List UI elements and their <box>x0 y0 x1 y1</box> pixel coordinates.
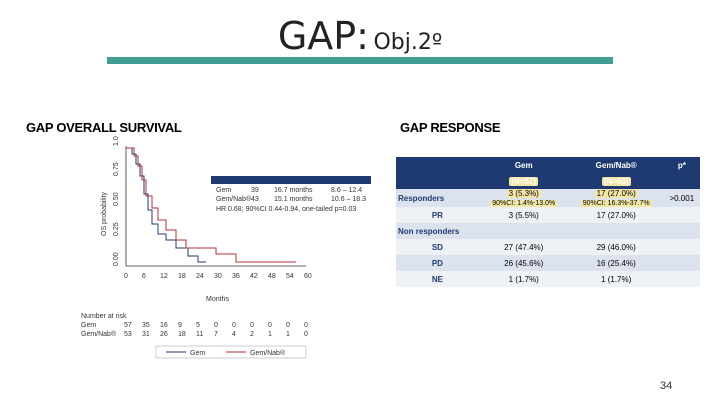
at-risk-value: 1 <box>268 331 272 338</box>
at-risk-value: 16 <box>160 322 168 329</box>
col-header-p: p* <box>663 157 700 173</box>
overall-survival-heading: GAP OVERALL SURVIVAL <box>26 120 182 135</box>
at-risk-value: 11 <box>196 331 203 338</box>
at-risk-value: 0 <box>232 322 236 329</box>
cell-pd-gemnab: 16 (25.4%) <box>568 255 664 271</box>
x-tick-label: 42 <box>250 273 258 280</box>
col-header-gem: Gem <box>478 157 569 173</box>
legend-gem-label: Gem <box>190 350 205 357</box>
at-risk-value: 31 <box>142 331 150 338</box>
number-at-risk-label: Number at risk <box>81 313 127 320</box>
at-risk-value: 0 <box>304 331 308 338</box>
at-risk-value: 0 <box>250 322 254 329</box>
inset-row-gem: Gem <box>216 187 231 194</box>
col-header-empty <box>396 157 479 173</box>
x-tick-label: 48 <box>268 273 276 280</box>
slide-title-sub: Obj.2º <box>373 30 443 55</box>
overall-survival-chart: OS probability 0.000.250.500.751.00 0 6 12… <box>81 136 371 359</box>
at-risk-value: 18 <box>178 331 186 338</box>
at-risk-value: 0 <box>286 322 290 329</box>
slide-title-main: GAP: <box>277 14 369 58</box>
cell-nonresp-p <box>663 223 700 239</box>
row-label-ne: NE <box>396 271 479 287</box>
y-tick-label: 1.00 <box>113 136 120 146</box>
inset-row-gemnab-median: 15.1 months <box>274 196 313 203</box>
page-number: 34 <box>660 380 673 392</box>
cell-pd-gem: 26 (45.6%) <box>478 255 569 271</box>
cell-responders-gem: 3 (5.3%) 90%CI: 1.4%-13.0% <box>478 189 569 207</box>
cell-responders-p: >0.001 <box>663 189 700 207</box>
at-risk-value: 0 <box>268 322 272 329</box>
x-tick-label: 24 <box>196 273 204 280</box>
response-table: Gem Gem/Nab® p* (N=57) (N=53) Responders… <box>396 157 700 287</box>
cell-responders-gemnab: 17 (27.0%) 90%CI: 16.3%-37.7% <box>568 189 664 207</box>
legend-gemnab-label: Gem/Nab® <box>250 349 286 357</box>
cell-sd-gemnab: 29 (46.0%) <box>568 239 664 255</box>
at-risk-value: 26 <box>160 331 168 338</box>
at-risk-value: 2 <box>250 331 254 338</box>
at-risk-value: 1 <box>286 331 290 338</box>
x-tick-label: 12 <box>160 273 168 280</box>
at-risk-value: 0 <box>214 322 218 329</box>
y-axis-label: OS probability <box>101 192 108 236</box>
at-risk-value: 4 <box>232 331 236 338</box>
n-header-empty <box>396 173 479 189</box>
at-risk-value: 5 <box>196 322 200 329</box>
y-tick-label: 0.00 <box>113 252 120 266</box>
cell-pr-gem: 3 (5.5%) <box>478 207 569 223</box>
x-tick-label: 6 <box>142 273 146 280</box>
inset-row-gemnab-ci: 10.6 – 18.3 <box>331 196 366 203</box>
title-divider <box>107 57 613 64</box>
slide-title: GAP: Obj.2º <box>0 14 720 58</box>
inset-row-gemnab-n: 43 <box>251 196 259 203</box>
at-risk-value: 53 <box>124 331 132 338</box>
cell-sd-gem: 27 (47.4%) <box>478 239 569 255</box>
x-tick-label: 60 <box>304 273 312 280</box>
inset-hr-text: HR 0.68; 90%CI 0.44-0.94, one-tailed p=0… <box>216 206 356 213</box>
at-risk-arm-label: Gem/Nab® <box>81 330 117 338</box>
inset-row-gem-ci: 8.6 – 12.4 <box>331 187 362 194</box>
row-label-pr: PR <box>396 207 479 223</box>
cell-nonresp-gemnab <box>568 223 664 239</box>
at-risk-value: 7 <box>214 331 218 338</box>
at-risk-value: 0 <box>304 322 308 329</box>
y-tick-label: 0.75 <box>113 162 120 176</box>
response-heading: GAP RESPONSE <box>400 120 501 135</box>
cell-pd-p <box>663 255 700 271</box>
row-label-responders: Responders <box>396 189 479 207</box>
x-tick-label: 0 <box>124 273 128 280</box>
curve-legend-box <box>155 345 307 359</box>
cell-pr-gemnab: 17 (27.0%) <box>568 207 664 223</box>
n-header-p <box>663 173 700 189</box>
x-tick-label: 18 <box>178 273 186 280</box>
inset-header-bar <box>211 176 371 184</box>
at-risk-arm-label: Gem <box>81 322 96 329</box>
y-tick-label: 0.50 <box>113 192 120 206</box>
n-header-gemnab: (N=53) <box>568 173 664 189</box>
at-risk-value: 57 <box>124 322 132 329</box>
cell-ne-p <box>663 271 700 287</box>
cell-pr-p <box>663 207 700 223</box>
col-header-gemnab: Gem/Nab® <box>568 157 664 173</box>
gemnab-curve <box>126 147 296 263</box>
inset-row-gemnab: Gem/Nab® <box>216 195 252 203</box>
inset-row-gem-median: 16.7 months <box>274 187 313 194</box>
x-tick-label: 54 <box>286 273 294 280</box>
x-tick-label: 30 <box>214 273 222 280</box>
row-label-sd: SD <box>396 239 479 255</box>
cell-nonresp-gem <box>478 223 569 239</box>
x-axis-label: Months <box>206 296 229 303</box>
inset-row-gem-n: 39 <box>251 187 259 194</box>
y-tick-label: 0.25 <box>113 222 120 236</box>
cell-ne-gemnab: 1 (1.7%) <box>568 271 664 287</box>
at-risk-value: 9 <box>178 322 182 329</box>
row-label-non-responders: Non responders <box>396 223 479 239</box>
row-label-pd: PD <box>396 255 479 271</box>
cell-sd-p <box>663 239 700 255</box>
n-header-gem: (N=57) <box>478 173 569 189</box>
at-risk-value: 35 <box>142 322 150 329</box>
x-tick-label: 36 <box>232 273 240 280</box>
gem-curve <box>126 147 206 263</box>
cell-ne-gem: 1 (1.7%) <box>478 271 569 287</box>
